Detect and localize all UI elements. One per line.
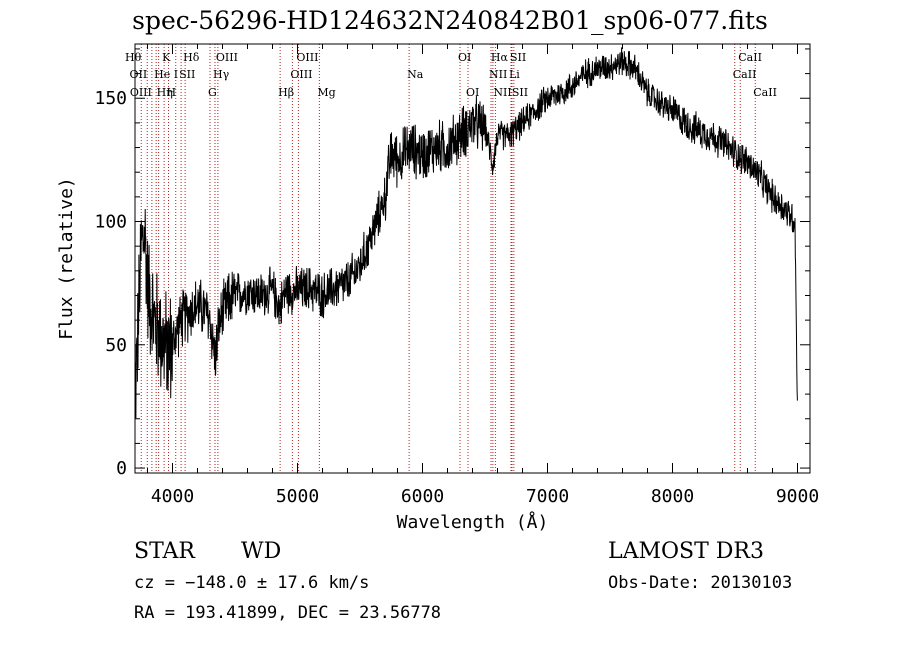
spectral-line-label: Hδ — [183, 51, 200, 64]
spectral-line-label: OI — [466, 86, 479, 99]
x-tick-label: 5000 — [276, 486, 319, 507]
y-tick-label: 0 — [116, 458, 127, 479]
spectral-line-label: OII — [130, 68, 148, 81]
redshift-velocity: cz = −148.0 ± 17.6 km/s — [134, 573, 370, 593]
spectral-line-label: NII — [493, 86, 511, 99]
spectral-line-label: OIII — [130, 86, 152, 99]
y-axis-label: Flux (relative) — [56, 177, 77, 340]
spectral-line-markers — [140, 44, 756, 473]
spectral-line-label: Hη — [157, 86, 173, 99]
spectral-line-label: Li — [509, 68, 520, 81]
spectral-line-label: Mg — [317, 86, 335, 99]
x-tick-label: 7000 — [526, 486, 569, 507]
spectral-line-label: SII — [512, 86, 528, 99]
y-tick-label: 150 — [94, 88, 127, 109]
observation-date: Obs-Date: 20130103 — [608, 573, 793, 593]
spectral-line-label: Na — [407, 68, 424, 81]
spectral-line-label: G — [208, 86, 217, 99]
spectral-line-label: NII — [489, 68, 507, 81]
ra-dec-coordinates: RA = 193.41899, DEC = 23.56778 — [134, 603, 442, 623]
x-tick-label: 8000 — [651, 486, 694, 507]
spectral-line-label: OIII — [216, 51, 238, 64]
spectral-line-label: OI — [458, 51, 471, 64]
object-subclass-label: WD — [241, 539, 282, 564]
survey-label: LAMOST DR3 — [608, 539, 764, 564]
spectral-line-label: OIII — [290, 68, 312, 81]
spectral-line-label: H — [167, 86, 177, 99]
spectral-line-label: SII — [179, 68, 195, 81]
spectral-line-label: CaII — [738, 51, 762, 64]
spectral-line-label: Hγ — [213, 68, 230, 81]
spectral-line-label: SII — [510, 51, 526, 64]
axes-ticks: 4000 5000 6000 7000 8000 9000 0 50 100 150 — [94, 44, 819, 507]
chart-title: spec-56296-HD124632N240842B01_sp06-077.f… — [132, 6, 768, 35]
object-class-label: STAR — [134, 539, 195, 564]
spectral-line-label: CaII — [753, 86, 777, 99]
spectral-line-label: K — [162, 51, 171, 64]
y-tick-label: 50 — [105, 335, 127, 356]
y-tick-label: 100 — [94, 212, 127, 233]
spectral-line-label: OIII — [296, 51, 318, 64]
spectral-line-label: CaII — [733, 68, 757, 81]
x-tick-label: 6000 — [401, 486, 444, 507]
spectral-line-label: He — [154, 68, 170, 81]
flux-line — [134, 47, 798, 419]
spectral-line-label: Hβ — [278, 86, 294, 99]
spectral-line-label: I — [174, 68, 178, 81]
x-tick-label: 4000 — [151, 486, 194, 507]
x-tick-label: 9000 — [776, 486, 819, 507]
x-axis-label: Wavelength (Å) — [397, 511, 549, 533]
spectral-line-label: Hα — [491, 51, 509, 64]
spectral-line-label: Hθ — [125, 51, 142, 64]
